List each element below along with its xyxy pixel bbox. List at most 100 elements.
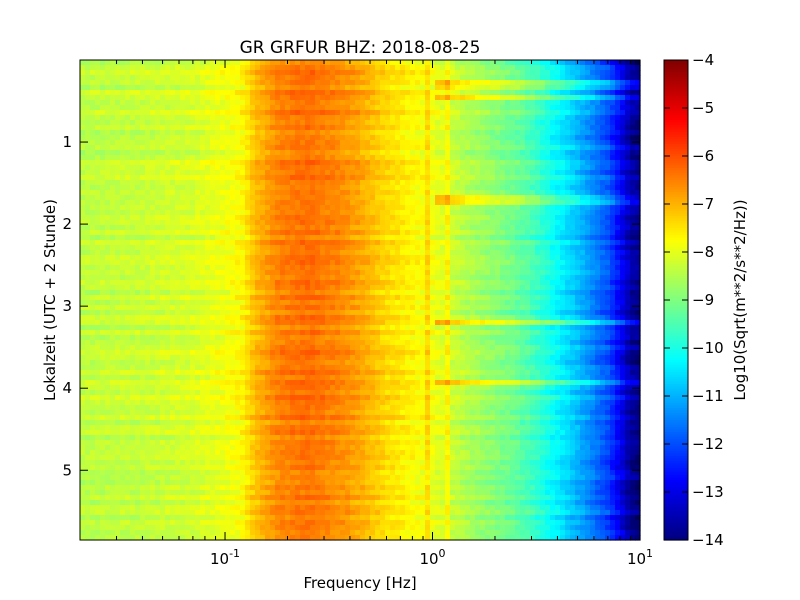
heatmap-cell [160, 230, 166, 236]
heatmap-cell [250, 60, 256, 66]
heatmap-cell [220, 255, 226, 261]
heatmap-cell [115, 190, 121, 196]
heatmap-cell [105, 275, 111, 281]
heatmap-cell [225, 160, 231, 166]
heatmap-cell [610, 150, 616, 156]
heatmap-cell [555, 215, 561, 221]
heatmap-cell [465, 155, 471, 161]
heatmap-cell [160, 105, 166, 111]
heatmap-cell [400, 245, 406, 251]
heatmap-cell [630, 220, 636, 226]
heatmap-cell [205, 235, 211, 241]
heatmap-cell [160, 110, 166, 116]
heatmap-cell [615, 85, 621, 91]
heatmap-cell [340, 195, 346, 201]
heatmap-cell [85, 100, 91, 106]
heatmap-cell [575, 235, 581, 241]
heatmap-cell [395, 235, 401, 241]
heatmap-cell [505, 100, 511, 106]
heatmap-cell [365, 165, 371, 171]
heatmap-cell [605, 180, 611, 186]
heatmap-cell [375, 75, 381, 81]
heatmap-cell [270, 225, 276, 231]
heatmap-cell [290, 175, 296, 181]
heatmap-cell [570, 175, 576, 181]
heatmap-cell [225, 165, 231, 171]
heatmap-cell [560, 225, 566, 231]
heatmap-cell [120, 280, 126, 286]
heatmap-cell [80, 150, 86, 156]
heatmap-cell [460, 225, 466, 231]
heatmap-cell [395, 185, 401, 191]
heatmap-cell [200, 255, 206, 261]
heatmap-cell [580, 210, 586, 216]
heatmap-cell [505, 130, 511, 136]
heatmap-cell [505, 260, 511, 266]
heatmap-cell [470, 170, 476, 176]
heatmap-cell [305, 255, 311, 261]
heatmap-cell [245, 175, 251, 181]
heatmap-cell [605, 150, 611, 156]
heatmap-cell [370, 215, 376, 221]
heatmap-cell [515, 205, 521, 211]
heatmap-cell [570, 80, 576, 86]
heatmap-cell [600, 210, 606, 216]
heatmap-cell [560, 70, 566, 76]
heatmap-cell [180, 270, 186, 276]
heatmap-cell [265, 245, 271, 251]
heatmap-cell [260, 60, 266, 66]
heatmap-cell [210, 175, 216, 181]
heatmap-cell [145, 180, 151, 186]
heatmap-cell [260, 215, 266, 221]
heatmap-cell [550, 190, 556, 196]
heatmap-cell [95, 135, 101, 141]
heatmap-cell [515, 200, 521, 206]
heatmap-cell [505, 200, 511, 206]
heatmap-cell [350, 265, 356, 271]
heatmap-cell [260, 85, 266, 91]
heatmap-cell [615, 155, 621, 161]
heatmap-cell [430, 230, 436, 236]
heatmap-cell [630, 140, 636, 146]
heatmap-cell [235, 105, 241, 111]
heatmap-cell [365, 90, 371, 96]
heatmap-cell [450, 225, 456, 231]
heatmap-cell [545, 265, 551, 271]
heatmap-cell [205, 110, 211, 116]
heatmap-cell [195, 240, 201, 246]
heatmap-cell [180, 230, 186, 236]
heatmap-cell [450, 80, 456, 86]
heatmap-cell [365, 260, 371, 266]
heatmap-cell [450, 180, 456, 186]
heatmap-cell [610, 175, 616, 181]
heatmap-cell [315, 230, 321, 236]
heatmap-cell [175, 245, 181, 251]
heatmap-cell [565, 195, 571, 201]
heatmap-cell [185, 105, 191, 111]
heatmap-cell [330, 105, 336, 111]
heatmap-cell [620, 230, 626, 236]
heatmap-cell [155, 275, 161, 281]
heatmap-cell [155, 265, 161, 271]
heatmap-cell [625, 190, 631, 196]
heatmap-cell [95, 120, 101, 126]
heatmap-cell [505, 195, 511, 201]
heatmap-cell [90, 235, 96, 241]
heatmap-cell [505, 155, 511, 161]
heatmap-cell [135, 155, 141, 161]
heatmap-cell [200, 140, 206, 146]
heatmap-cell [355, 145, 361, 151]
heatmap-cell [220, 175, 226, 181]
heatmap-cell [525, 95, 531, 101]
heatmap-cell [340, 155, 346, 161]
heatmap-cell [110, 175, 116, 181]
heatmap-cell [535, 260, 541, 266]
heatmap-cell [380, 185, 386, 191]
heatmap-cell [425, 115, 431, 121]
heatmap-cell [470, 250, 476, 256]
heatmap-cell [585, 75, 591, 81]
heatmap-cell [170, 70, 176, 76]
heatmap-cell [405, 240, 411, 246]
heatmap-cell [245, 90, 251, 96]
heatmap-cell [85, 70, 91, 76]
